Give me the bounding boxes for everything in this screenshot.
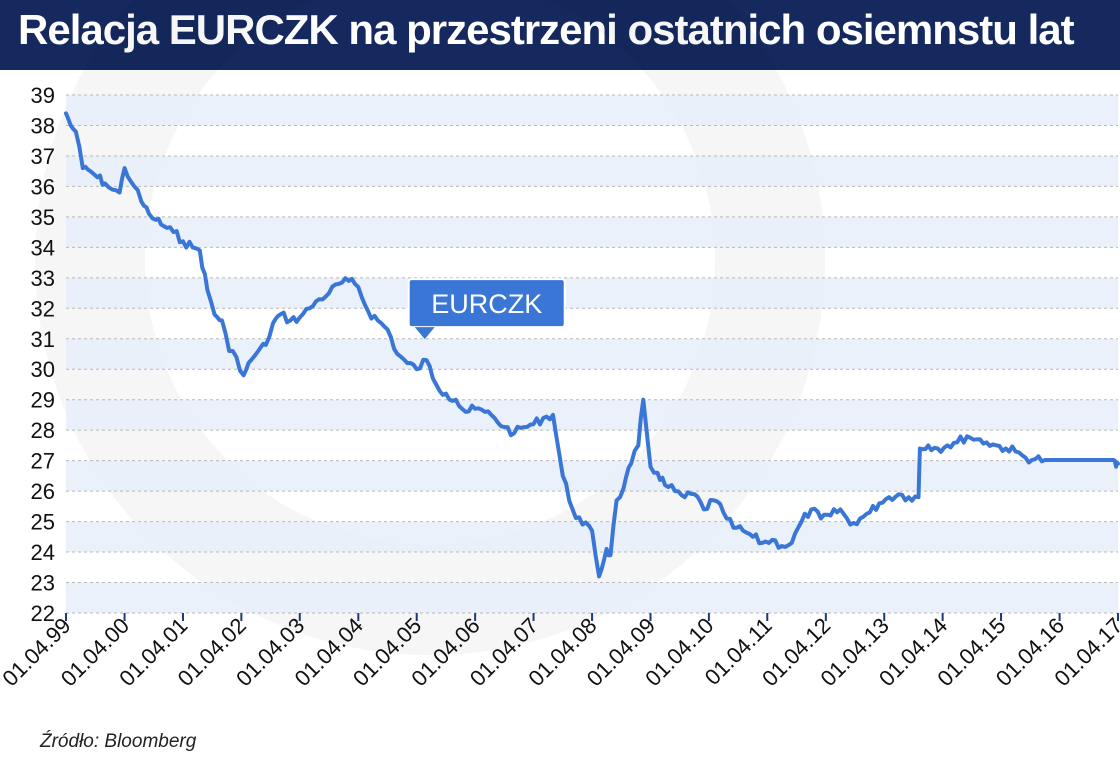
grid-band bbox=[66, 399, 1118, 431]
grid-band bbox=[66, 338, 1118, 370]
y-axis-ticks: 22 23 24 25 26 27 28 29 30 31 32 33 34 35 36 37 38 39 bbox=[31, 83, 55, 626]
annotations: EURCZK bbox=[407, 278, 566, 340]
title-bar: Relacja EURCZK na przestrzeni ostatnich … bbox=[0, 0, 1120, 70]
callout-label: EURCZK bbox=[431, 289, 542, 319]
y-tick-label: 22 bbox=[31, 601, 55, 626]
page-title: Relacja EURCZK na przestrzeni ostatnich … bbox=[18, 6, 1075, 53]
grid-band bbox=[66, 582, 1118, 613]
grid-band bbox=[66, 95, 1118, 126]
y-tick-label: 32 bbox=[31, 296, 55, 321]
y-tick-label: 23 bbox=[31, 571, 55, 596]
y-tick-label: 38 bbox=[31, 113, 55, 138]
series-group bbox=[64, 111, 1120, 579]
y-tick-label: 39 bbox=[31, 83, 55, 108]
series-line-eurczk bbox=[64, 111, 1120, 579]
y-tick-label: 25 bbox=[31, 510, 55, 535]
source-note: Źródło: Bloomberg bbox=[40, 731, 197, 752]
y-tick-label: 29 bbox=[31, 388, 55, 413]
y-tick-label: 27 bbox=[31, 449, 55, 474]
y-tick-label: 34 bbox=[31, 235, 55, 260]
grid-bands bbox=[66, 95, 1118, 613]
callout-pointer bbox=[414, 327, 435, 340]
y-tick-label: 26 bbox=[31, 479, 55, 504]
y-tick-label: 31 bbox=[31, 327, 55, 352]
y-tick-label: 35 bbox=[31, 205, 55, 230]
y-tick-label: 37 bbox=[31, 144, 55, 169]
grid-band bbox=[66, 216, 1118, 248]
grid-band bbox=[66, 460, 1118, 492]
callout-box bbox=[407, 278, 566, 329]
grid-band bbox=[66, 155, 1118, 187]
grid-band bbox=[66, 277, 1118, 309]
y-tick-label: 24 bbox=[31, 540, 55, 565]
y-tick-label: 28 bbox=[31, 418, 55, 443]
y-tick-label: 30 bbox=[31, 357, 55, 382]
y-tick-label: 36 bbox=[31, 174, 55, 199]
y-tick-label: 33 bbox=[31, 266, 55, 291]
